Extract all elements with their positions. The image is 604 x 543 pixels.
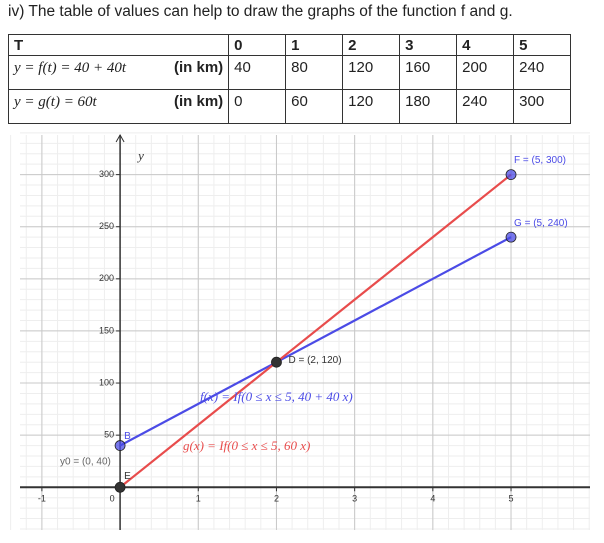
point-label: G = (5, 240) bbox=[514, 218, 568, 229]
annotation: y0 = (0, 40) bbox=[60, 457, 111, 468]
header-cell: 0 bbox=[228, 34, 287, 56]
value-cell: 120 bbox=[342, 55, 401, 90]
value-cell: 160 bbox=[399, 55, 458, 90]
heading: iv) The table of values can help to draw… bbox=[8, 3, 513, 20]
y-tick-label: 150 bbox=[99, 325, 114, 335]
y-tick-label: 250 bbox=[99, 221, 114, 231]
header-cell: 2 bbox=[342, 34, 401, 56]
value-cell: 120 bbox=[342, 89, 401, 124]
row-unit: (in km) bbox=[174, 59, 224, 76]
value-cell: 60 bbox=[285, 89, 344, 124]
y-tick-label: 100 bbox=[99, 377, 114, 387]
row-label-cell: y = f(t) = 40 + 40t (in km) bbox=[7, 55, 230, 90]
table-row: y = g(t) = 60t (in km) 0 60 120 180 240 300 bbox=[7, 89, 572, 124]
chart: -1 0 1 2 3 4 5 50 100 150 200 250 300 y f(x) = If(0 ≤ … bbox=[10, 132, 590, 530]
x-tick-label: 5 bbox=[509, 494, 514, 504]
row-formula: y = g(t) = 60t bbox=[14, 94, 97, 110]
y-tick-label: 50 bbox=[104, 430, 114, 440]
series-line bbox=[119, 236, 512, 447]
row-unit: (in km) bbox=[174, 93, 224, 110]
header-cell: 3 bbox=[399, 34, 458, 56]
y-axis-arrow bbox=[115, 133, 125, 143]
table-row: y = f(t) = 40 + 40t (in km) 40 80 120 160 200 2… bbox=[7, 55, 572, 90]
value-cell: 80 bbox=[285, 55, 344, 90]
value-cell: 180 bbox=[399, 89, 458, 124]
header-cell: 5 bbox=[513, 34, 572, 56]
x-tick-label: 4 bbox=[430, 494, 435, 504]
point-label: D = (2, 120) bbox=[288, 355, 341, 366]
header-cell: T bbox=[7, 34, 230, 56]
x-tick-label: 3 bbox=[352, 494, 357, 504]
value-cell: 240 bbox=[513, 55, 572, 90]
header-cell: 1 bbox=[285, 34, 344, 56]
point bbox=[114, 440, 126, 451]
series-line bbox=[119, 173, 512, 489]
x-tick-label: 1 bbox=[196, 494, 201, 504]
point bbox=[505, 231, 517, 243]
x-tick-label: -1 bbox=[38, 494, 46, 504]
value-cell: 0 bbox=[228, 89, 287, 124]
value-cell: 240 bbox=[456, 89, 515, 124]
y-tick-label: 200 bbox=[99, 273, 114, 283]
function-label: g(x) = If(0 ≤ x ≤ 5, 60 x) bbox=[183, 438, 310, 453]
function-label: f(x) = If(0 ≤ x ≤ 5, 40 + 40 x) bbox=[200, 389, 353, 404]
row-formula: y = f(t) = 40 + 40t bbox=[14, 60, 127, 76]
header-cell: 4 bbox=[456, 34, 515, 56]
point bbox=[114, 481, 126, 493]
point-label: B bbox=[124, 431, 131, 442]
point bbox=[271, 356, 282, 368]
value-cell: 200 bbox=[456, 55, 515, 90]
x-tick-label: 0 bbox=[110, 494, 115, 504]
y-axis-label: y bbox=[136, 148, 144, 163]
point bbox=[505, 169, 517, 181]
point-label: E bbox=[124, 471, 131, 482]
x-tick-label: 2 bbox=[274, 494, 279, 504]
value-cell: 40 bbox=[228, 55, 287, 90]
value-cell: 300 bbox=[513, 89, 572, 124]
row-label-cell: y = g(t) = 60t (in km) bbox=[7, 89, 230, 124]
point-label: F = (5, 300) bbox=[514, 155, 566, 166]
y-tick-label: 300 bbox=[99, 169, 114, 179]
